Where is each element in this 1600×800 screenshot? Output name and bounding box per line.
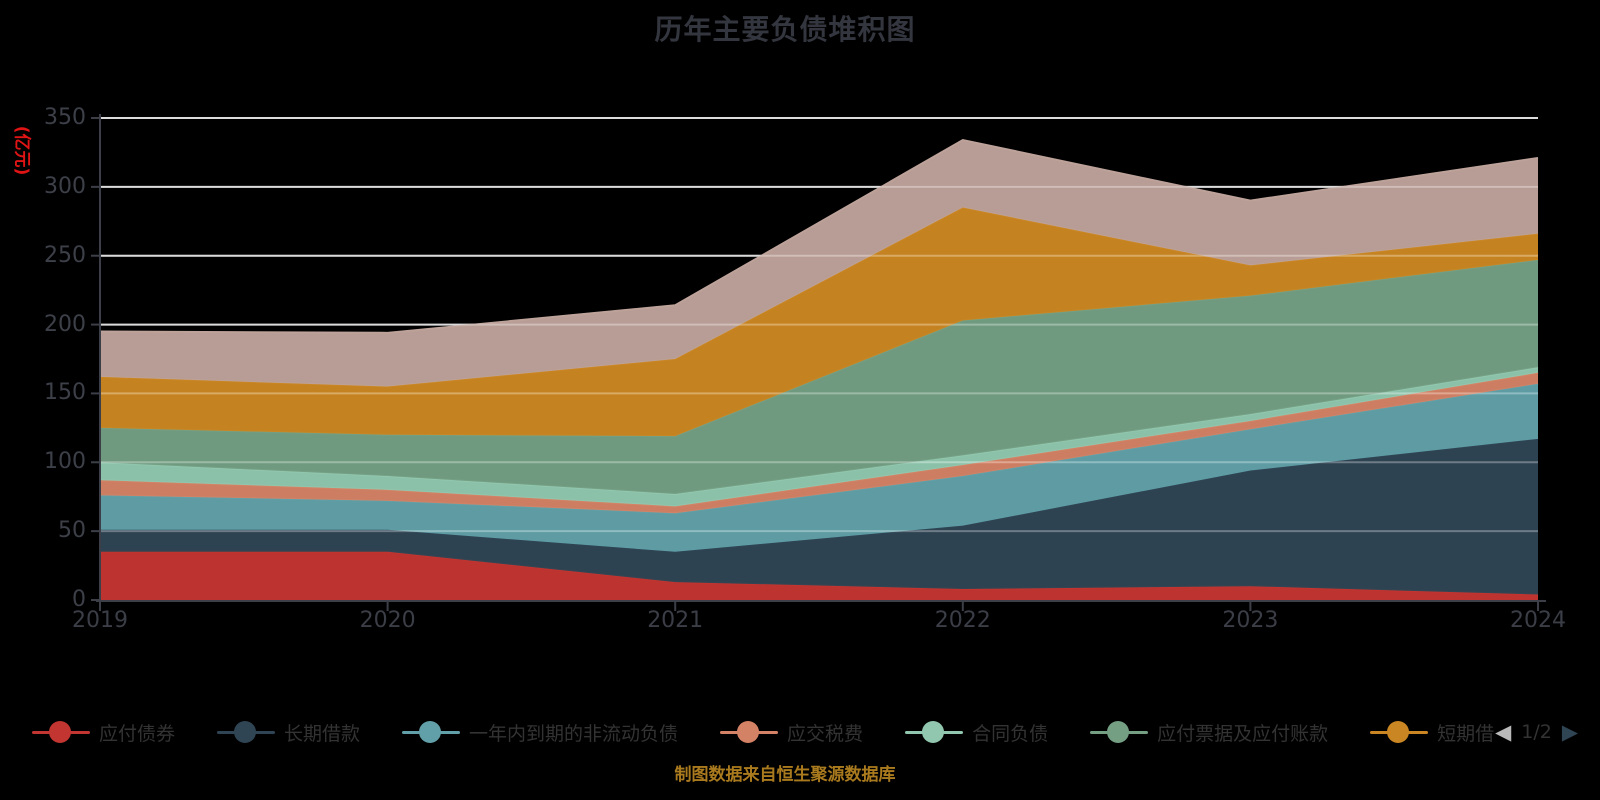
y-axis-tick-label-150: 150 (44, 380, 86, 406)
x-axis-tick-label-2023: 2023 (1222, 608, 1279, 633)
legend-item-2[interactable]: 长期借款 (217, 719, 360, 746)
legend-item-3[interactable]: 一年内到期的非流动负债 (402, 719, 678, 746)
data-source-note: 制图数据来自恒生聚源数据库 (674, 765, 896, 785)
legend-item-label: 应交税费 (787, 722, 864, 745)
legend-item-label: 长期借款 (284, 722, 361, 745)
x-axis-tick-label-2019: 2019 (72, 608, 128, 633)
area-series-5 (100, 367, 1538, 507)
legend-series-marker-icon (720, 720, 779, 744)
legend-page-indicator: 1/2 (1521, 721, 1552, 743)
legend-item-7[interactable]: 短期借 (1370, 719, 1494, 746)
area-series-8 (100, 140, 1538, 387)
y-axis-tick-label-50: 50 (58, 518, 86, 544)
legend-item-5[interactable]: 合同负债 (905, 719, 1048, 746)
area-series-7 (100, 207, 1538, 437)
legend: 应付债券 长期借款 一年内到期的非流动负债 应交税费 合同负债 应付票据及应付账款 短期借 (32, 710, 1494, 754)
area-series-1 (100, 551, 1538, 600)
legend-item-label: 合同负债 (972, 722, 1049, 745)
x-axis-tick-label-2021: 2021 (647, 608, 704, 633)
legend-series-marker-icon (1370, 720, 1429, 744)
legend-series-marker-icon (905, 720, 964, 744)
legend-item-6[interactable]: 应付票据及应付账款 (1090, 719, 1328, 746)
area-series-3 (100, 383, 1538, 552)
y-axis-tick-label-200: 200 (44, 311, 86, 337)
legend-next-page-icon[interactable]: ▶ (1561, 719, 1578, 744)
legend-item-label: 短期借 (1437, 722, 1495, 745)
legend-series-marker-icon (1090, 720, 1149, 744)
legend-item-label: 一年内到期的非流动负债 (469, 722, 679, 745)
legend-series-marker-icon (402, 720, 461, 744)
y-axis-tick-label-300: 300 (44, 173, 86, 199)
legend-pagination: ◀ 1/2 ▶ (1495, 712, 1578, 752)
y-axis-tick-label-350: 350 (44, 105, 86, 130)
legend-item-1[interactable]: 应付债券 (32, 719, 175, 746)
legend-prev-page-icon[interactable]: ◀ (1495, 719, 1512, 744)
x-axis-tick-label-2022: 2022 (934, 608, 991, 633)
legend-item-label: 应付票据及应付账款 (1157, 722, 1329, 745)
legend-item-4[interactable]: 应交税费 (720, 719, 863, 746)
line-series-8 (99, 138, 1539, 334)
area-series-2 (100, 438, 1538, 595)
legend-series-marker-icon (217, 720, 276, 744)
y-axis-tick-label-100: 100 (44, 449, 86, 475)
y-axis-tick-label-0: 0 (72, 587, 86, 612)
legend-series-marker-icon (32, 720, 90, 744)
x-axis-tick-label-2020: 2020 (359, 608, 416, 633)
legend-item-label: 应付债券 (99, 722, 176, 745)
y-axis-tick-label-250: 250 (44, 242, 86, 268)
x-axis-tick-label-2024: 2024 (1510, 608, 1566, 633)
chart-title: 历年主要负债堆积图 (654, 13, 916, 46)
